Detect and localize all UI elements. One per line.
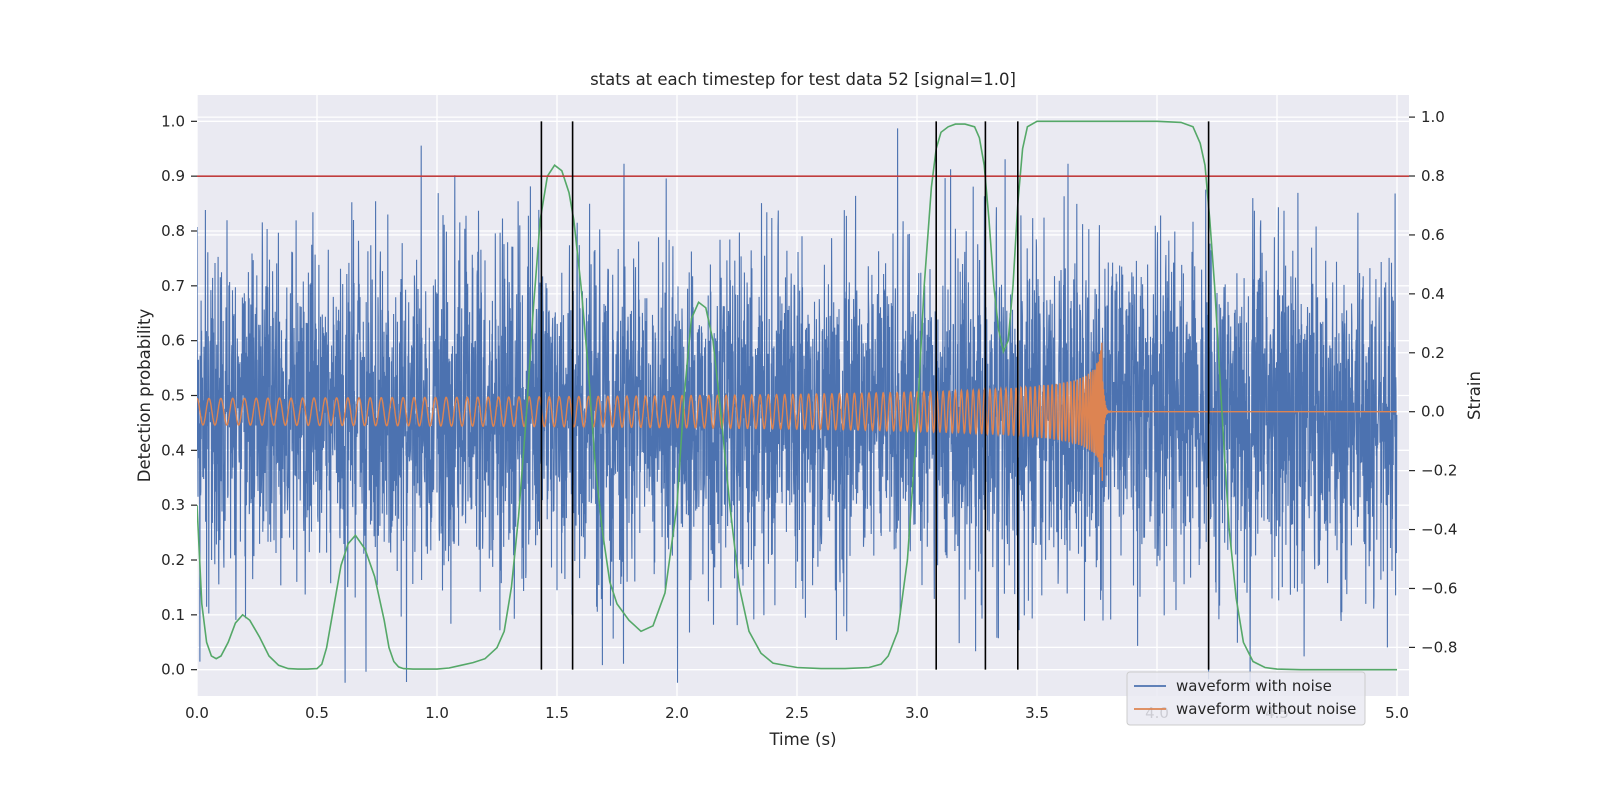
x-tick-label: 1.0	[425, 704, 449, 722]
y-right-tick-label: 0.4	[1421, 285, 1445, 303]
y-axis-right-label: Strain	[1465, 371, 1484, 420]
legend-box	[1126, 671, 1366, 726]
x-tick-label: 2.5	[785, 704, 809, 722]
chart-title: stats at each timestep for test data 52 …	[590, 70, 1016, 89]
y-right-tick-label: −0.8	[1421, 638, 1457, 656]
y-left-tick-label: 0.3	[161, 496, 185, 514]
y-left-tick-label: 1.0	[161, 112, 185, 130]
plot-series	[197, 120, 1409, 683]
y-left-tick-label: 0.8	[161, 222, 185, 240]
y-right-tick-label: −0.2	[1421, 462, 1457, 480]
y-left-tick-label: 0.4	[161, 441, 185, 459]
x-tick-label: 3.5	[1025, 704, 1049, 722]
y-right-tick-label: 0.2	[1421, 344, 1445, 362]
x-tick-label: 3.0	[905, 704, 929, 722]
y-right-tick-label: 0.6	[1421, 226, 1445, 244]
y-right-tick-label: 0.8	[1421, 167, 1445, 185]
y-left-tick-label: 0.7	[161, 277, 185, 295]
x-tick-label: 0.0	[185, 704, 209, 722]
y-right-tick-label: 1.0	[1421, 108, 1445, 126]
x-axis-label: Time (s)	[768, 730, 836, 749]
y-left-tick-label: 0.1	[161, 606, 185, 624]
y-left-tick-label: 0.0	[161, 661, 185, 679]
y-left-tick-label: 0.5	[161, 387, 185, 405]
y-left-tick-label: 0.6	[161, 332, 185, 350]
x-tick-label: 0.5	[305, 704, 329, 722]
y-axis-left-label: Detection probability	[135, 309, 154, 483]
waveform-without-noise-line	[197, 342, 1397, 482]
legend-label-waveform-with-noise: waveform with noise	[1176, 677, 1332, 695]
y-right-tick-label: −0.6	[1421, 579, 1457, 597]
waveform-with-noise-line	[197, 128, 1398, 683]
y-left-tick-label: 0.9	[161, 167, 185, 185]
y-right-tick-label: 0.0	[1421, 403, 1445, 421]
x-tick-label: 2.0	[665, 704, 689, 722]
x-tick-label: 1.5	[545, 704, 569, 722]
legend-label-waveform-without-noise: waveform without noise	[1176, 700, 1356, 718]
x-tick-label: 5.0	[1385, 704, 1409, 722]
legend: waveform with noise waveform without noi…	[1126, 671, 1366, 726]
data-layer	[197, 120, 1409, 683]
y-left-tick-label: 0.2	[161, 551, 185, 569]
detection-probability-line	[197, 120, 1397, 671]
y-right-tick-label: −0.4	[1421, 521, 1457, 539]
